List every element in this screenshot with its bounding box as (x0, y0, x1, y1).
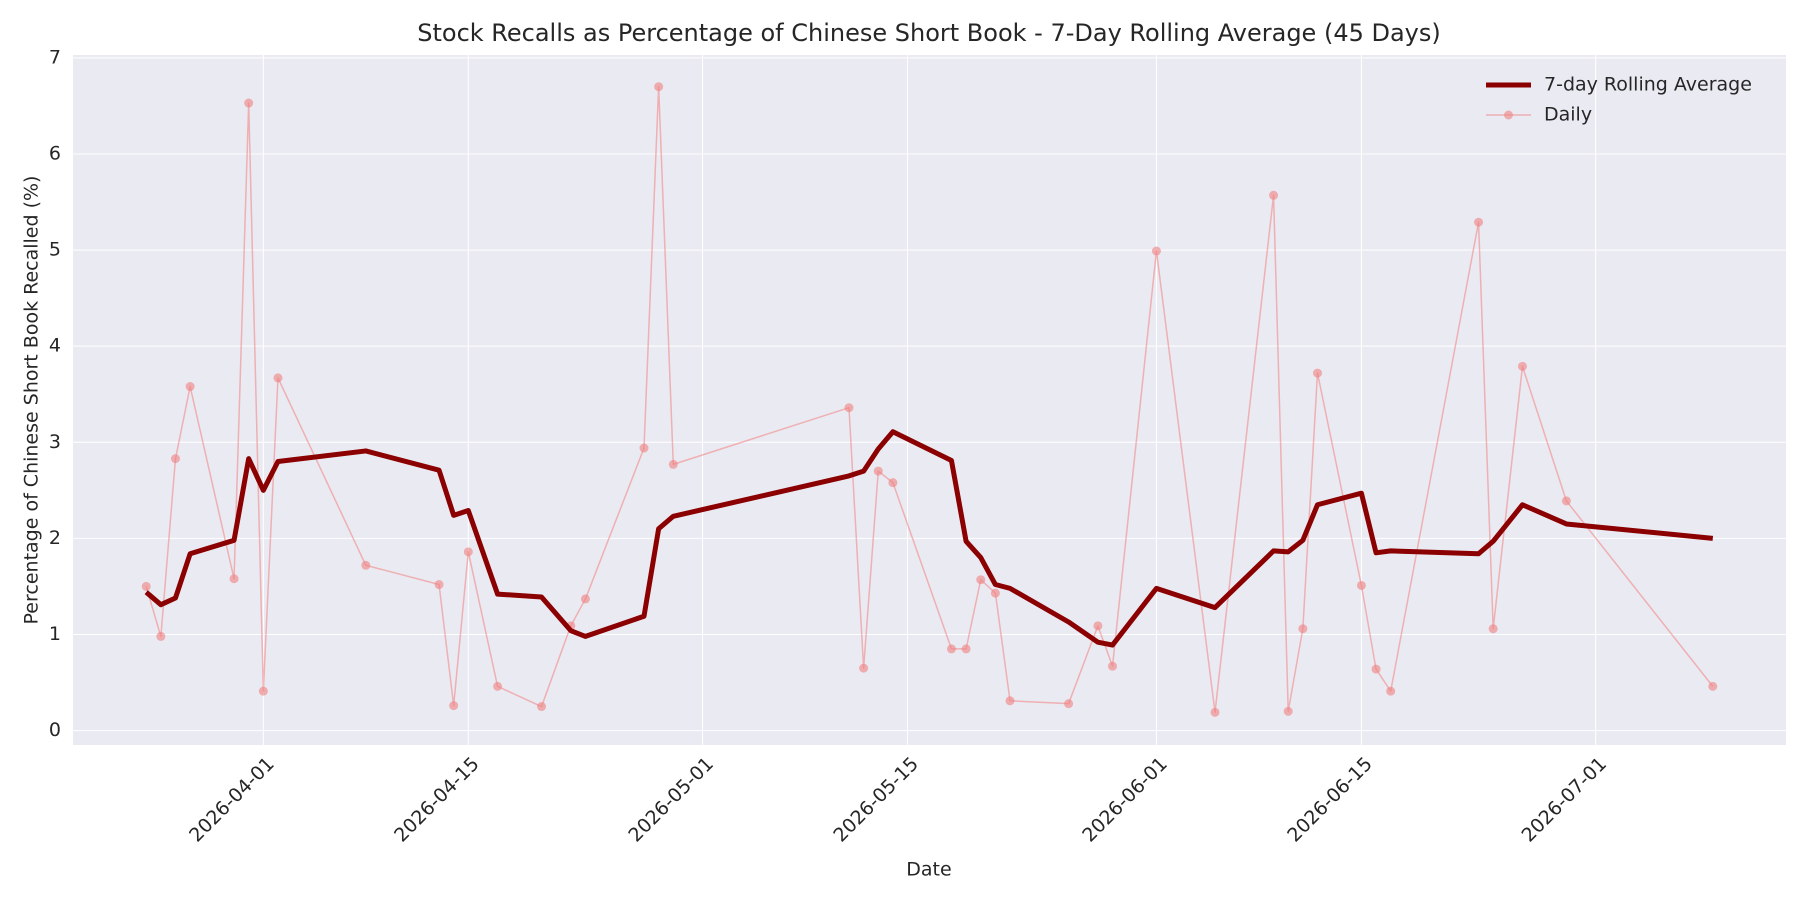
y-tick-label: 3 (49, 431, 61, 453)
x-axis-label: Date (906, 859, 951, 881)
data-point (229, 574, 239, 584)
y-axis-label: Percentage of Chinese Short Book Recalle… (21, 176, 43, 625)
data-point (1269, 190, 1279, 200)
x-tick-label: 2026-05-01 (624, 753, 718, 847)
chart-title: Stock Recalls as Percentage of Chinese S… (417, 19, 1441, 47)
data-point (537, 702, 547, 712)
y-tick-label: 6 (49, 142, 61, 164)
data-point (1064, 699, 1074, 709)
series-line (144, 429, 1714, 648)
x-tick-label: 2026-04-15 (390, 753, 484, 847)
data-point (1005, 696, 1015, 706)
data-point (990, 588, 1000, 598)
y-tick-label: 5 (49, 239, 61, 261)
data-point (1386, 686, 1396, 696)
data-point (859, 663, 869, 673)
data-point (141, 581, 151, 591)
data-point (1210, 707, 1220, 717)
data-point (888, 478, 898, 488)
data-point (434, 580, 444, 590)
data-point (1298, 624, 1308, 634)
y-tick-label: 4 (49, 335, 61, 357)
x-tick-label: 2026-05-15 (829, 753, 923, 847)
x-tick-label: 2026-04-01 (185, 753, 279, 847)
data-point (1488, 624, 1498, 634)
data-point (654, 82, 664, 92)
y-tick-label: 2 (49, 527, 61, 549)
data-point (1093, 621, 1103, 631)
data-point (185, 382, 195, 392)
data-point (976, 575, 986, 585)
x-tick-label: 2026-06-15 (1283, 753, 1377, 847)
data-point (946, 644, 956, 654)
data-point (1283, 706, 1293, 716)
x-tick-label: 2026-07-01 (1517, 753, 1611, 847)
data-point (273, 373, 283, 383)
data-point (463, 547, 473, 557)
legend-marker (1504, 110, 1513, 120)
data-point (1517, 361, 1527, 371)
data-point (580, 594, 590, 604)
data-point (170, 454, 180, 464)
data-point (1708, 681, 1718, 691)
data-point (244, 98, 254, 108)
data-point (258, 686, 268, 696)
data-point (1108, 661, 1118, 671)
data-point (1561, 496, 1571, 506)
grid (73, 55, 1786, 745)
data-point (1474, 217, 1484, 227)
data-point (1151, 246, 1161, 256)
data-point (1356, 580, 1366, 590)
data-point (668, 459, 678, 469)
data-point (361, 560, 371, 570)
y-tick-label: 1 (49, 623, 61, 645)
y-tick-label: 7 (49, 46, 61, 68)
data-point (493, 681, 503, 691)
data-point (1371, 664, 1381, 674)
y-tick-label: 0 (49, 719, 61, 741)
data-point (639, 443, 649, 453)
data-point (156, 631, 166, 641)
data-point (873, 466, 883, 476)
data-point (449, 701, 459, 711)
data-point (961, 644, 971, 654)
plot-area (73, 55, 1786, 745)
legend-label: 7-day Rolling Average (1544, 74, 1752, 96)
data-point (1312, 368, 1322, 378)
x-tick-label: 2026-06-01 (1078, 753, 1172, 847)
data-point (844, 403, 854, 413)
legend-label: Daily (1544, 104, 1592, 126)
